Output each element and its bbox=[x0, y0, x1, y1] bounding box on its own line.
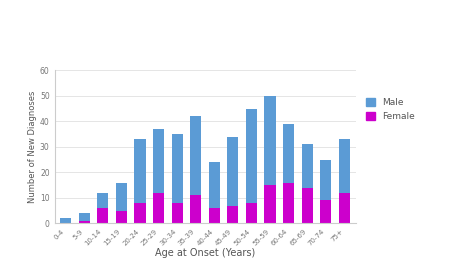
Y-axis label: Number of New Diagnoses: Number of New Diagnoses bbox=[28, 91, 37, 203]
Bar bbox=[135, 139, 146, 203]
Bar bbox=[320, 160, 331, 201]
Bar bbox=[209, 162, 220, 208]
Bar bbox=[264, 96, 275, 185]
Bar bbox=[97, 193, 109, 208]
Bar bbox=[116, 183, 127, 211]
Bar bbox=[190, 117, 201, 196]
Bar bbox=[339, 139, 350, 193]
Bar bbox=[153, 193, 164, 223]
Bar bbox=[339, 193, 350, 223]
Bar bbox=[228, 137, 238, 206]
Bar bbox=[283, 124, 294, 183]
Bar bbox=[97, 208, 109, 223]
Bar bbox=[283, 183, 294, 223]
X-axis label: Age at Onset (Years): Age at Onset (Years) bbox=[155, 248, 255, 258]
Bar bbox=[320, 201, 331, 223]
Bar bbox=[79, 213, 90, 221]
Bar bbox=[60, 218, 71, 223]
Text: depict data studio: depict data studio bbox=[6, 251, 75, 260]
Bar bbox=[301, 188, 313, 223]
Bar bbox=[135, 203, 146, 223]
Bar bbox=[209, 208, 220, 223]
Bar bbox=[246, 109, 257, 203]
Bar bbox=[172, 203, 182, 223]
Bar bbox=[228, 206, 238, 223]
Text: New Diagnoses by Age and Sex: New Diagnoses by Age and Sex bbox=[7, 16, 276, 31]
Bar bbox=[79, 221, 90, 223]
Bar bbox=[153, 129, 164, 193]
Legend: Male, Female: Male, Female bbox=[366, 98, 415, 121]
Bar bbox=[264, 185, 275, 223]
Bar bbox=[246, 203, 257, 223]
Bar bbox=[116, 211, 127, 223]
Bar bbox=[301, 144, 313, 188]
Bar bbox=[190, 196, 201, 223]
Bar bbox=[172, 134, 182, 203]
